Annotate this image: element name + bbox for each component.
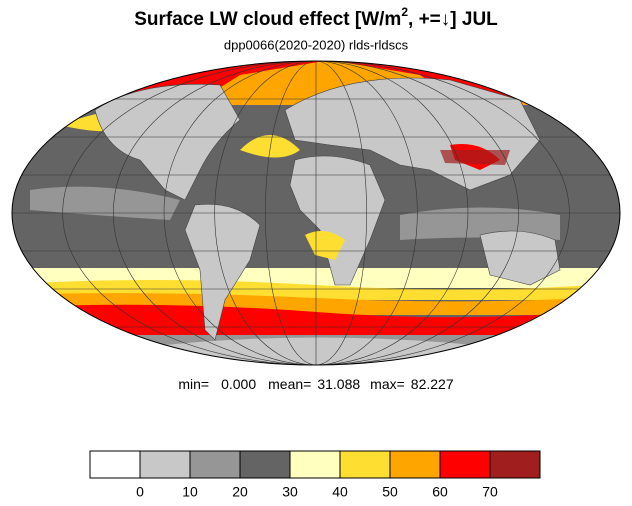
colorbar-box [239, 450, 291, 479]
stats: min= 0.000 mean= 31.088 max= 82.227 [178, 376, 453, 392]
colorbar-tick-label: 40 [332, 484, 348, 500]
subtitle: dpp0066(2020-2020) rlds-rldscs [224, 37, 409, 52]
colorbar-tick-label: 70 [482, 484, 498, 500]
colorbar: 0 10 20 30 40 50 60 70 [89, 450, 541, 500]
colorbar-tick-label: 50 [382, 484, 398, 500]
colorbar-box [389, 450, 441, 479]
colorbar-box [139, 450, 191, 479]
map-border [11, 60, 621, 366]
colorbar-tick-label: 10 [182, 484, 198, 500]
colorbar-box [489, 450, 541, 479]
colorbar-tick-label: 30 [282, 484, 298, 500]
colorbar-tick-label: 20 [232, 484, 248, 500]
colorbar-tick-label: 60 [432, 484, 448, 500]
colorbar-box [89, 450, 141, 479]
colorbar-box [189, 450, 241, 479]
colorbar-tick-label: 0 [136, 484, 144, 500]
colorbar-box [439, 450, 491, 479]
title: Surface LW cloud effect [W/m2, +=↓] JUL [134, 5, 498, 30]
colorbar-box [339, 450, 391, 479]
colorbar-box [289, 450, 341, 479]
map [12, 61, 620, 365]
